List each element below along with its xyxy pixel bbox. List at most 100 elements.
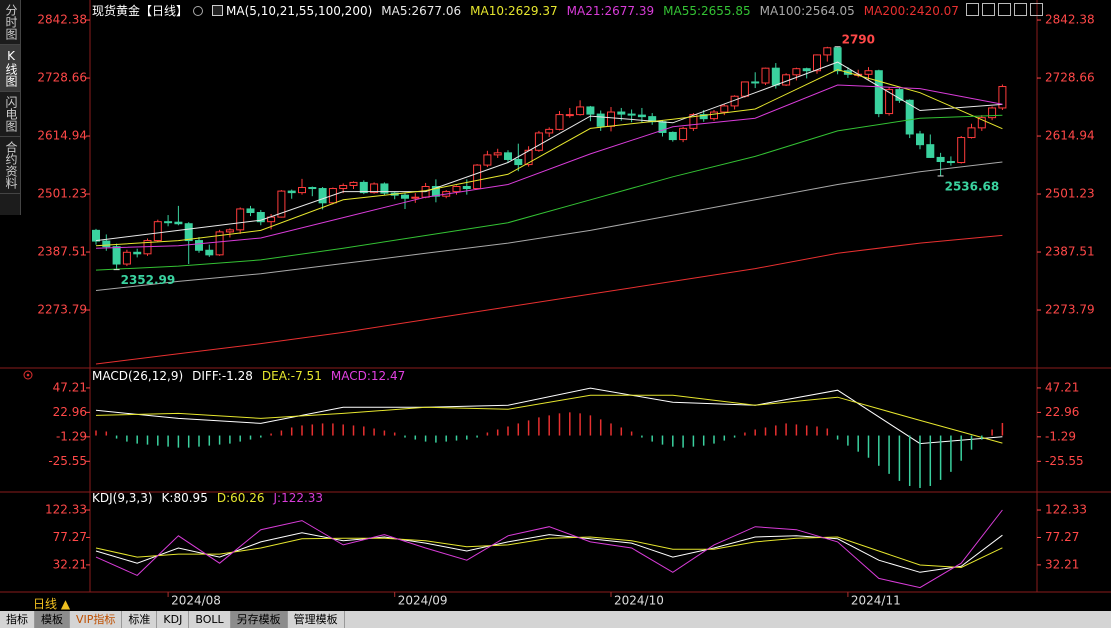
annotation: 2536.68: [945, 179, 1000, 193]
legend-name: MA5:: [381, 3, 412, 18]
icon[interactable]: [1030, 3, 1043, 16]
y-tick-label: 2614.94: [37, 129, 87, 143]
candle-body: [586, 106, 595, 115]
candle-body: [164, 221, 173, 224]
candle-body: [988, 107, 997, 119]
candle-body: [668, 131, 677, 141]
icon[interactable]: [966, 3, 979, 16]
candle-body: [504, 152, 512, 160]
candle-body: [359, 181, 368, 194]
indicator-line: [95, 161, 1003, 291]
indicator-line: [95, 387, 1003, 445]
indicator-line: [95, 532, 1003, 573]
sidebar-tab[interactable]: 合约资料: [0, 137, 20, 194]
icon[interactable]: [982, 3, 995, 16]
title: MACD(26,12,9): [92, 369, 184, 383]
tab[interactable]: 另存模板: [230, 611, 288, 628]
sidebar-tab[interactable]: 闪电图: [0, 92, 20, 137]
candle-body: [607, 111, 615, 127]
candle-body: [112, 246, 121, 265]
y-tick-label: 2614.94: [1045, 129, 1095, 143]
legend-entry: DEA:-7.51: [262, 369, 322, 383]
tab[interactable]: 标准: [122, 611, 158, 628]
legend-value: 80.95: [173, 491, 208, 505]
y-tick-label: 2842.38: [37, 13, 87, 27]
tab[interactable]: KDJ: [157, 611, 190, 628]
sidebar-tab[interactable]: K线图: [0, 45, 20, 92]
y-tick-label: 122.33: [1045, 503, 1087, 517]
legend-value: 2564.05: [805, 3, 855, 18]
candle-body: [864, 70, 873, 75]
candle-body: [761, 67, 770, 84]
legend-name: MACD:: [330, 369, 371, 383]
legend-entry: MA21:2677.39: [567, 4, 655, 18]
candle-body: [679, 127, 688, 141]
kdj-header: KDJ(9,3,3) K:80.95 D:60.26 J:122.33: [92, 491, 323, 505]
y-tick-label: 77.27: [1045, 530, 1079, 544]
candle-body: [926, 144, 935, 158]
candle-body: [957, 137, 966, 164]
y-tick-label: -1.29: [56, 429, 87, 443]
legend-value: 2655.85: [701, 3, 751, 18]
candle-body: [122, 251, 131, 265]
sidebar-tab[interactable]: 分时图: [0, 0, 20, 45]
candle-body: [483, 154, 492, 166]
candle-body: [493, 152, 502, 156]
candle-body: [596, 113, 605, 127]
y-tick-label: -25.55: [1045, 454, 1084, 468]
y-tick-label: 2728.66: [1045, 71, 1095, 85]
candle-body: [555, 114, 564, 130]
candle-body: [637, 114, 646, 118]
x-tick-label: 2024/08: [171, 594, 221, 608]
candle-body: [833, 47, 842, 72]
y-tick-label: 2501.23: [1045, 187, 1095, 201]
y-tick-label: 2501.23: [37, 187, 87, 201]
candle-body: [236, 208, 245, 231]
tab-bar: 指标 模板 VIP指标 标准 KDJ BOLL 另存模板 管理模板: [0, 611, 1111, 628]
y-tick-label: 22.96: [1045, 405, 1079, 419]
indicator-line: [95, 234, 1003, 365]
indicator-line: [95, 394, 1003, 444]
tab[interactable]: 指标: [0, 611, 35, 628]
candle-body: [308, 187, 317, 190]
candle-body: [823, 47, 832, 56]
candle-body: [473, 164, 482, 190]
icon[interactable]: [998, 3, 1011, 16]
legend-entry: MA200:2420.07: [864, 4, 959, 18]
tab[interactable]: BOLL: [189, 611, 231, 628]
y-tick-label: 22.96: [53, 405, 87, 419]
legend-value: 2629.37: [508, 3, 558, 18]
sidebar: 分时图 K线图 闪电图 合约资料: [0, 0, 21, 215]
candle-body: [277, 190, 286, 218]
indicator: MA(5,10,21,55,100,200): [226, 3, 373, 18]
macd-icon-dot: [26, 373, 30, 377]
y-tick-label: 2273.79: [37, 303, 87, 317]
candle-body: [977, 117, 986, 129]
legend-value: 2677.39: [604, 3, 655, 18]
candle-body: [936, 156, 945, 163]
panel: 2842.38 2842.38 2728.66 2728.66 2614.94 2614.…: [37, 13, 1094, 608]
tab[interactable]: VIP指标: [70, 611, 123, 628]
candle-body: [771, 67, 780, 86]
legend-entry: D:60.26: [217, 491, 265, 505]
legend-entry: MA5:2677.06: [381, 4, 461, 18]
icon[interactable]: [1014, 3, 1027, 16]
tab[interactable]: 模板: [35, 611, 70, 628]
legend-entry: MACD:12.47: [331, 369, 405, 383]
macd-header: MACD(26,12,9) DIFF:-1.28 DEA:-7.51 MACD:12.…: [92, 369, 405, 383]
y-tick-label: 2387.51: [1045, 245, 1095, 259]
legend-entry: K:80.95: [162, 491, 208, 505]
x-tick-label: 2024/10: [614, 594, 664, 608]
main-header: 现货黄金【日线】 MA(5,10,21,55,100,200) MA5:2677.…: [92, 2, 959, 19]
tab[interactable]: 管理模板: [288, 611, 345, 628]
checkbox-icon[interactable]: [212, 5, 224, 16]
y-tick-label: 2842.38: [1045, 13, 1095, 27]
candle-body: [720, 105, 729, 113]
candle-body: [514, 158, 523, 166]
legend-value: 2420.07: [909, 3, 959, 18]
candle-body: [287, 190, 296, 194]
candle-body: [411, 196, 420, 199]
period-selector[interactable]: 日线 ▲: [33, 597, 71, 611]
add-icon[interactable]: [193, 5, 204, 16]
